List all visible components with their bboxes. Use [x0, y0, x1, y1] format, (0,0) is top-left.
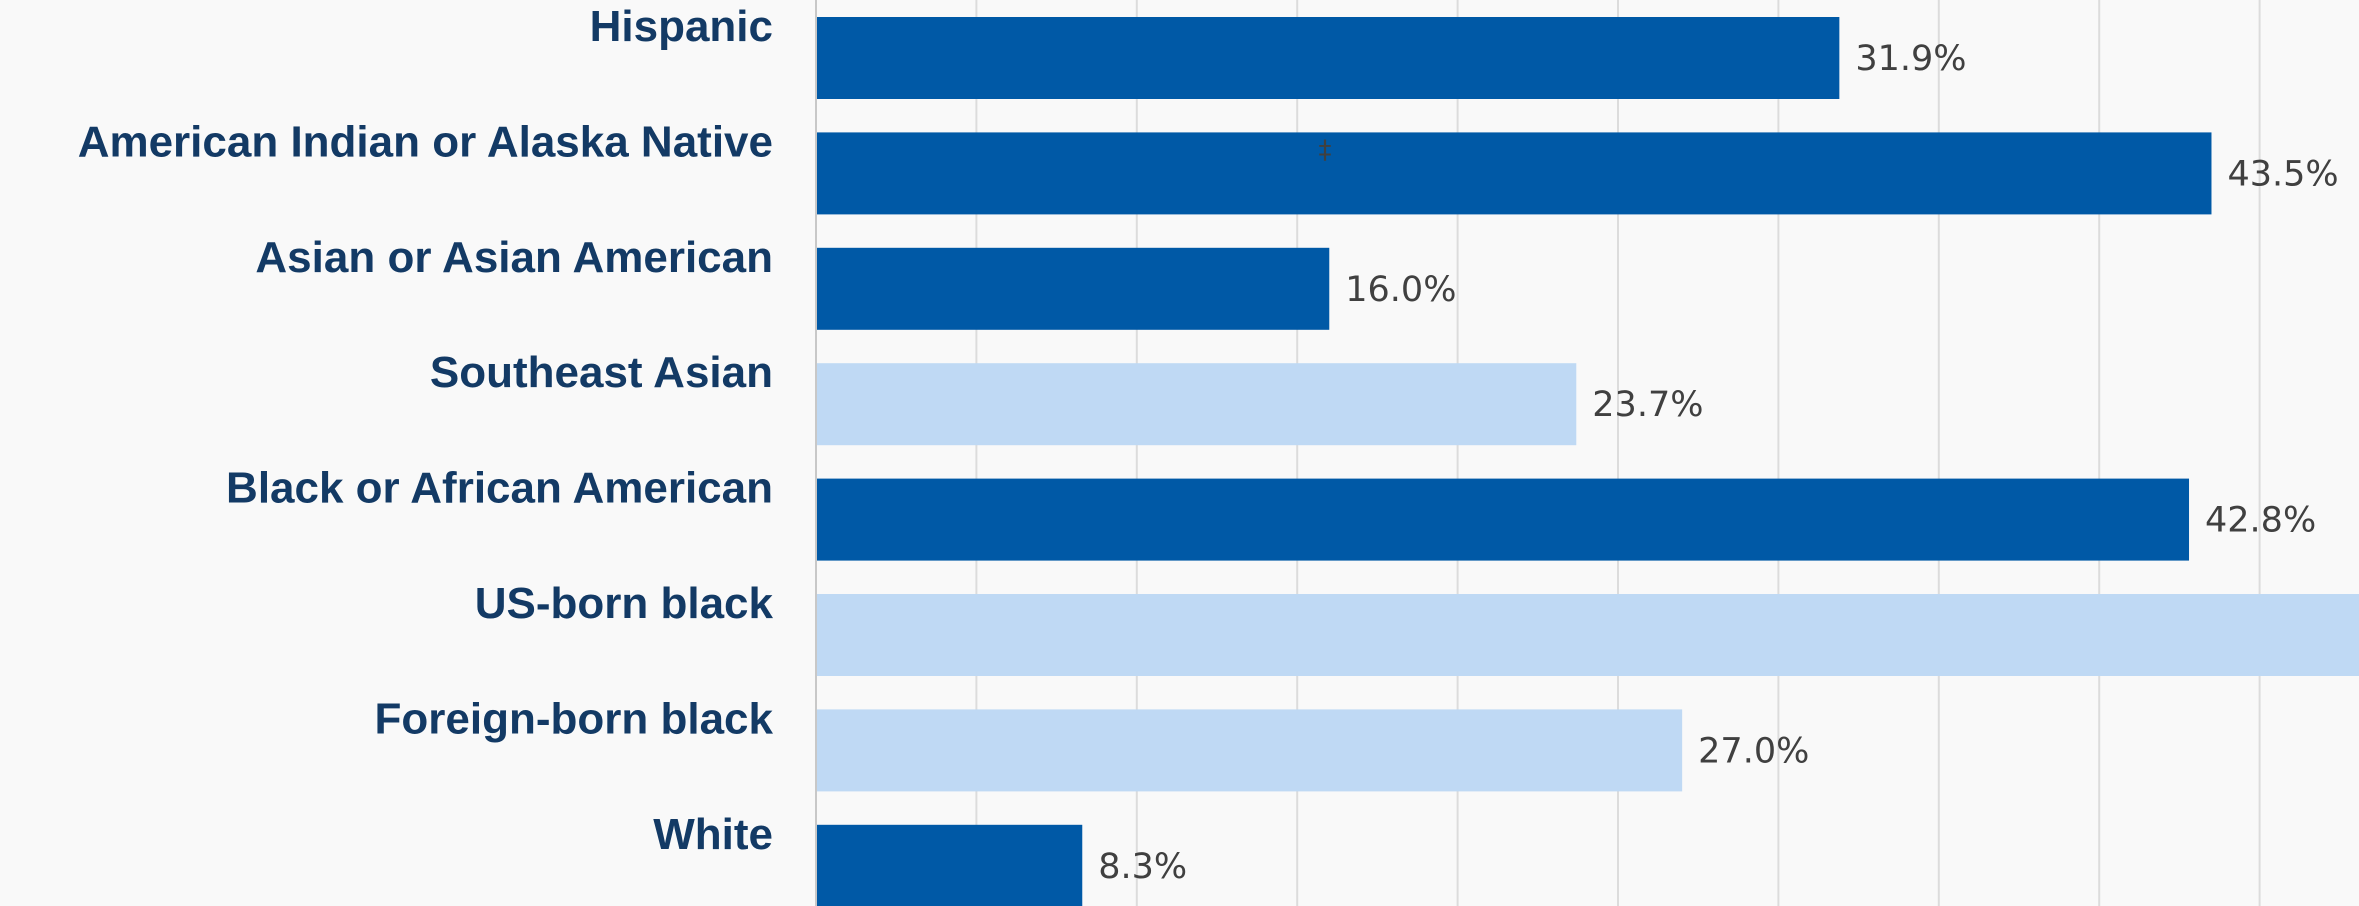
category-label: Southeast Asian — [430, 348, 773, 397]
annotations: ‡ — [1319, 135, 1332, 165]
value-labels: 31.9% 43.5% 16.0% 23.7% 42.8% 27.0% 8.3% — [1098, 39, 2338, 887]
category-label: Foreign-born black — [375, 694, 774, 743]
bar — [816, 247, 1330, 330]
bar — [816, 594, 2359, 676]
annotation-mark: ‡ — [1319, 135, 1332, 165]
category-labels: Hispanic American Indian or Alaska Native… — [78, 2, 774, 859]
bar — [816, 363, 1577, 446]
bar — [816, 709, 1683, 792]
category-label: US-born black — [475, 579, 774, 628]
value-label: 23.7% — [1592, 385, 1703, 425]
value-label: 16.0% — [1345, 270, 1456, 310]
category-label: Asian or Asian American — [255, 233, 773, 282]
value-label: 27.0% — [1698, 731, 1809, 771]
category-label: Black or African American — [226, 464, 773, 513]
bars — [816, 17, 2359, 906]
value-label: 31.9% — [1855, 39, 1966, 79]
bar — [816, 132, 2212, 215]
bar — [816, 478, 2190, 561]
category-label: Hispanic — [590, 2, 773, 51]
value-label: 42.8% — [2205, 501, 2316, 541]
category-label: American Indian or Alaska Native — [78, 117, 773, 166]
category-label: White — [653, 810, 773, 859]
value-label: 8.3% — [1098, 847, 1187, 887]
bar — [816, 824, 1083, 906]
bar — [816, 17, 1840, 99]
value-label: 43.5% — [2227, 154, 2338, 194]
